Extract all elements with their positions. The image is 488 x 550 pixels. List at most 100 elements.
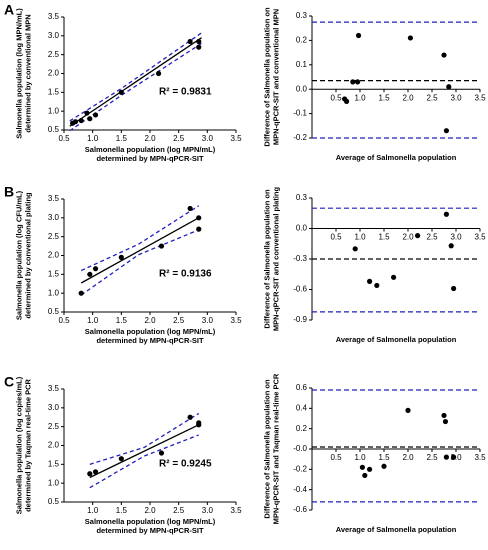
x-tick-label: 0.5 xyxy=(58,134,70,143)
point xyxy=(87,471,93,477)
x-tick-label: 2.5 xyxy=(173,134,185,143)
y-tick-label: 0.2 xyxy=(296,36,308,45)
point xyxy=(92,266,99,272)
y-tick-label: 0.0 xyxy=(296,224,308,233)
confidence-band xyxy=(69,32,202,122)
x-tick-label: 2.5 xyxy=(173,316,185,325)
point xyxy=(118,89,124,95)
x-tick-label: 3.0 xyxy=(450,93,462,102)
x-tick-label: 3.5 xyxy=(474,233,486,242)
x-tick-label: 3.5 xyxy=(230,506,242,515)
point xyxy=(87,116,93,122)
point xyxy=(187,38,193,45)
x-tick-label: 3.0 xyxy=(450,233,462,242)
x-tick-label: 3.0 xyxy=(202,506,214,515)
y-tick-label: 1.5 xyxy=(48,459,60,468)
x-axis-label: Average of Salmonella population xyxy=(336,335,457,344)
x-tick-label: 1.5 xyxy=(116,134,128,143)
y-tick-label: 0.5 xyxy=(48,125,60,134)
point xyxy=(196,215,202,221)
point xyxy=(72,119,79,125)
point xyxy=(443,128,449,134)
point xyxy=(442,418,449,425)
point xyxy=(187,414,193,420)
x-tick-label: 1.5 xyxy=(378,233,390,242)
point xyxy=(196,44,202,50)
point xyxy=(156,70,162,77)
x-tick-label: 1.0 xyxy=(354,453,366,462)
point xyxy=(350,79,356,85)
x-axis-label: Average of Salmonella population xyxy=(336,525,457,534)
y-tick-label: 1.0 xyxy=(48,106,60,115)
y-axis-label: determined by Taqman real-time PCR xyxy=(23,379,32,512)
x-tick-label: 3.5 xyxy=(230,134,242,143)
x-tick-label: 1.5 xyxy=(116,506,128,515)
x-tick-label: 2.5 xyxy=(426,93,438,102)
x-tick-label: 2.5 xyxy=(426,453,438,462)
x-tick-label: 2.0 xyxy=(402,93,414,102)
panel-label: A xyxy=(4,2,14,18)
x-tick-label: 2.0 xyxy=(144,134,156,143)
x-tick-label: 1.0 xyxy=(354,93,366,102)
x-tick-label: 2.0 xyxy=(144,506,156,515)
point xyxy=(196,38,202,45)
y-axis-label: MPN-qPCR-SIT and Taqman real-time PCR xyxy=(271,373,280,524)
y-tick-label: 0.6 xyxy=(296,383,308,392)
y-tick-label: 0.5 xyxy=(48,497,60,506)
y-axis-label: Difference of Salmonella population on xyxy=(262,189,271,329)
x-axis-label: Salmonella population (log MPN/mL) xyxy=(85,517,216,526)
point xyxy=(87,271,93,277)
x-tick-label: 1.5 xyxy=(116,316,128,325)
panel-label: C xyxy=(4,374,14,390)
point xyxy=(158,243,165,249)
point xyxy=(451,454,457,460)
point xyxy=(352,246,358,252)
point xyxy=(405,407,411,413)
x-tick-label: 3.5 xyxy=(474,93,486,102)
point xyxy=(391,274,397,280)
y-tick-label: 0.4 xyxy=(296,403,308,412)
y-tick-label: 2.5 xyxy=(48,232,60,241)
y-axis-label: determined by conventional MPN xyxy=(23,14,32,132)
point xyxy=(92,469,99,475)
y-tick-label: 0.5 xyxy=(48,307,60,316)
point xyxy=(443,211,449,217)
x-axis-label: determined by MPN-qPCR-SIT xyxy=(96,154,204,163)
x-tick-label: 0.5 xyxy=(330,233,342,242)
point xyxy=(196,422,202,428)
x-axis-label: Average of Salmonella population xyxy=(336,153,457,162)
point xyxy=(343,98,350,104)
regression-line xyxy=(89,424,200,479)
y-axis-label: Salmonella population (log CFU/mL) xyxy=(14,190,23,320)
y-tick-label: 2.0 xyxy=(48,441,60,450)
y-tick-label: -0.6 xyxy=(293,285,307,294)
y-tick-label: 2.5 xyxy=(48,422,60,431)
confidence-band xyxy=(80,205,200,272)
regression-line xyxy=(69,37,202,127)
x-tick-label: 1.0 xyxy=(87,316,99,325)
y-axis-label: determined by conventional plating xyxy=(23,192,32,319)
point xyxy=(196,226,202,232)
point xyxy=(367,466,373,472)
confidence-band xyxy=(80,229,199,296)
y-axis-label: Salmonella population (log MPN/mL) xyxy=(14,8,23,139)
x-axis-label: determined by MPN-qPCR-SIT xyxy=(96,336,204,345)
point xyxy=(446,84,452,90)
point xyxy=(355,79,361,85)
confidence-band xyxy=(69,42,202,132)
y-tick-label: 1.5 xyxy=(48,269,60,278)
y-axis-label: Salmonella population (log copies/mL) xyxy=(14,376,23,514)
point xyxy=(381,463,387,469)
point xyxy=(441,52,447,58)
x-tick-label: 1.5 xyxy=(378,453,390,462)
y-axis-label: Difference of Salmonella population on xyxy=(262,379,271,519)
x-tick-label: 2.5 xyxy=(426,233,438,242)
point xyxy=(451,285,457,292)
y-tick-label: -0.2 xyxy=(293,133,307,142)
point xyxy=(78,290,84,296)
y-tick-label: 3.0 xyxy=(48,213,60,222)
y-tick-label: -0.3 xyxy=(293,254,307,263)
y-tick-label: 0.1 xyxy=(296,60,308,69)
